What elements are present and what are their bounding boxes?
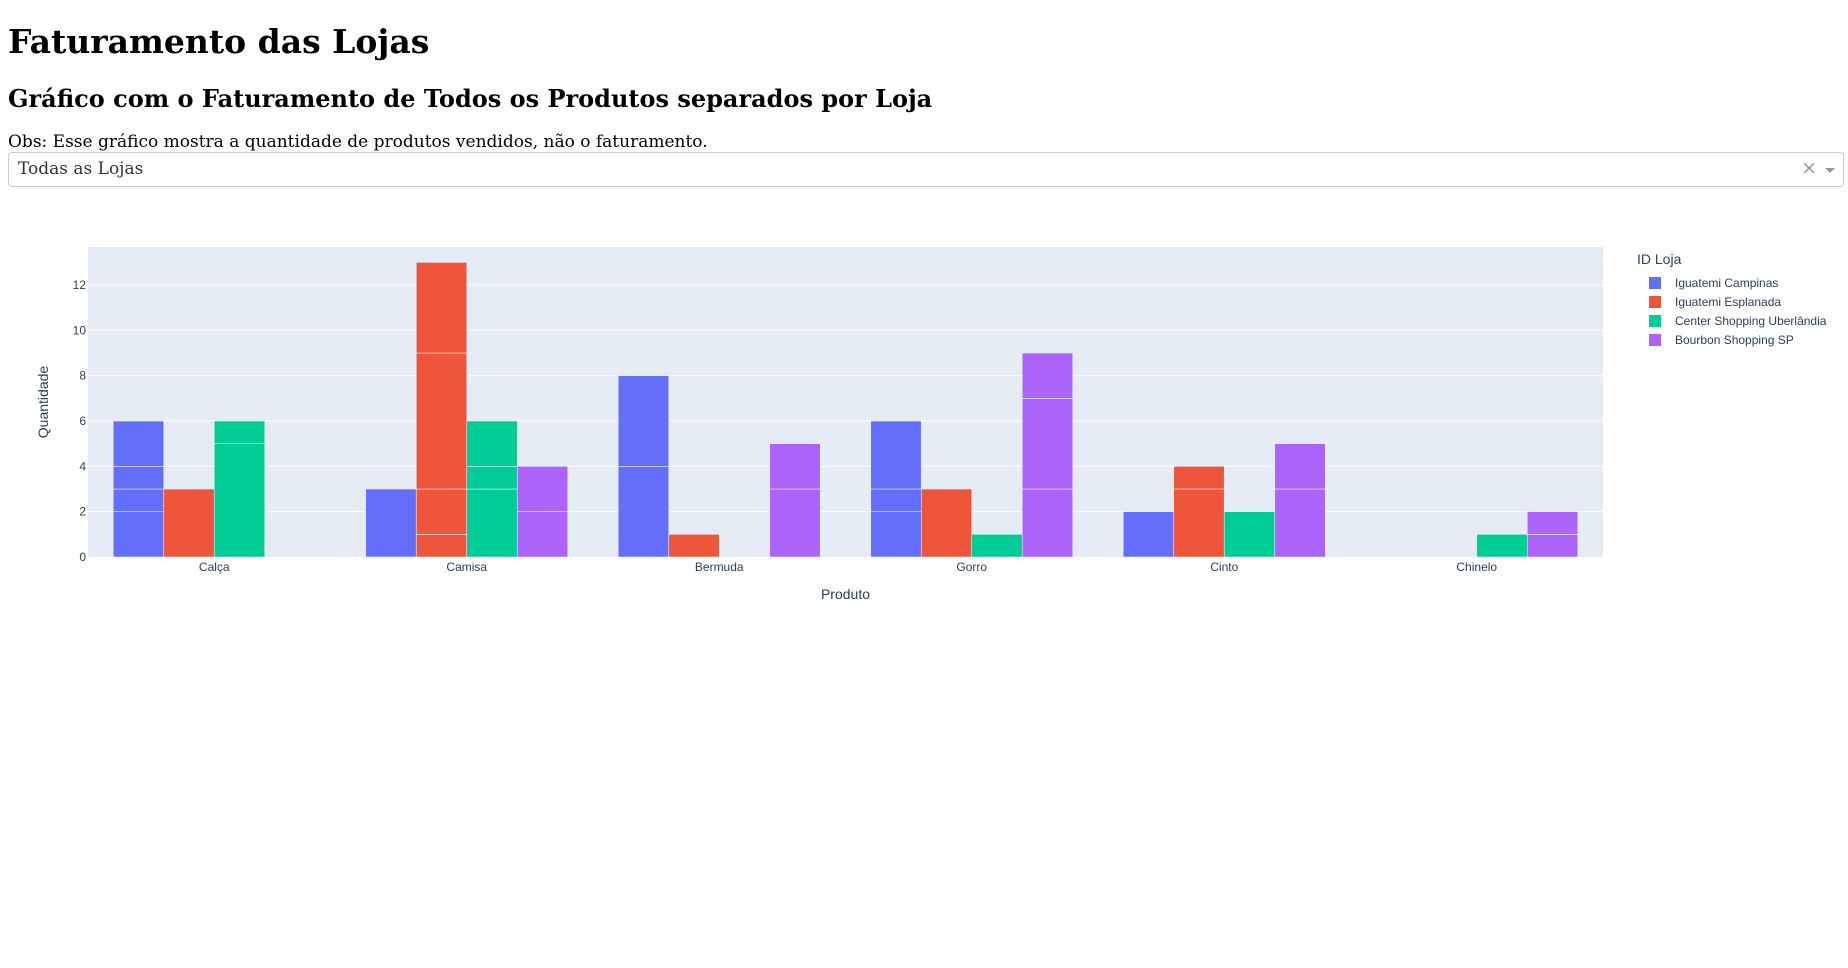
y-tick-label: 2 xyxy=(79,505,86,519)
bar-segment[interactable] xyxy=(516,511,569,558)
chart-note: Obs: Esse gráfico mostra a quantidade de… xyxy=(8,132,708,152)
bar-segment[interactable] xyxy=(1476,534,1528,558)
legend-title: ID Loja xyxy=(1637,251,1682,267)
bar-segment[interactable] xyxy=(112,511,165,558)
x-tick-label: Chinelo xyxy=(1456,560,1497,574)
bar-segment[interactable] xyxy=(466,466,518,490)
bar-segment[interactable] xyxy=(415,534,468,558)
clear-icon[interactable]: × xyxy=(1801,157,1817,179)
y-tick-label: 12 xyxy=(73,278,87,292)
bar-segment[interactable] xyxy=(870,511,922,558)
plot-background xyxy=(88,247,1603,557)
bar-chart: 0 2 4 6 8 10 12 Calça Camisa Bermuda Gorro Cinto Chi… xyxy=(35,247,1827,602)
bar-segment[interactable] xyxy=(769,488,821,558)
chevron-down-icon[interactable] xyxy=(1825,168,1835,173)
bar-segment[interactable] xyxy=(213,420,266,444)
bar-segment[interactable] xyxy=(1274,443,1326,490)
page-subtitle: Gráfico com o Faturamento de Todos os Pr… xyxy=(8,84,933,113)
bar-segment[interactable] xyxy=(1021,398,1074,490)
bar-segment[interactable] xyxy=(1021,352,1074,399)
legend-label: Iguatemi Campinas xyxy=(1675,276,1778,290)
legend-item[interactable]: Iguatemi Campinas xyxy=(1649,276,1778,290)
bar-segment[interactable] xyxy=(112,466,165,490)
bar-segment[interactable] xyxy=(1021,488,1074,558)
store-filter-value: Todas as Lojas xyxy=(18,159,144,179)
bar-segment[interactable] xyxy=(1122,511,1175,558)
bar-segment[interactable] xyxy=(466,420,518,467)
bar-segment[interactable] xyxy=(415,352,468,490)
y-tick-label: 6 xyxy=(79,414,86,428)
legend-label: Center Shopping Uberlândia xyxy=(1675,314,1827,328)
legend-item[interactable]: Bourbon Shopping SP xyxy=(1649,333,1794,347)
bar-segment[interactable] xyxy=(415,262,468,354)
legend-swatch xyxy=(1649,296,1661,308)
bar-segment[interactable] xyxy=(1526,511,1579,535)
x-tick-label: Bermuda xyxy=(695,560,744,574)
page-title: Faturamento das Lojas xyxy=(8,22,430,61)
store-filter-dropdown[interactable]: Todas as Lojas × xyxy=(8,152,1844,187)
page: Faturamento das Lojas Gráfico com o Fatu… xyxy=(8,0,1844,187)
bar-segment[interactable] xyxy=(112,488,165,512)
legend-item[interactable]: Iguatemi Esplanada xyxy=(1649,295,1781,309)
y-tick-label: 4 xyxy=(79,459,86,473)
y-tick-label: 8 xyxy=(79,369,86,383)
x-tick-label: Cinto xyxy=(1210,560,1238,574)
x-tick-label: Gorro xyxy=(956,560,987,574)
bar-segment[interactable] xyxy=(1173,466,1225,490)
bar-segment[interactable] xyxy=(213,443,266,558)
bar-segment[interactable] xyxy=(971,534,1023,558)
legend-label: Iguatemi Esplanada xyxy=(1675,295,1781,309)
bar-segment[interactable] xyxy=(1274,488,1326,558)
bar-segment[interactable] xyxy=(1173,488,1225,558)
bar-segment[interactable] xyxy=(516,466,569,512)
bar-segment[interactable] xyxy=(870,420,922,490)
bar-segment[interactable] xyxy=(617,375,670,467)
bar-segment[interactable] xyxy=(365,488,417,558)
x-tick-label: Camisa xyxy=(446,560,487,574)
bar-segment[interactable] xyxy=(1223,511,1276,558)
legend-swatch xyxy=(1649,277,1661,289)
bar-segment[interactable] xyxy=(466,488,518,558)
legend-swatch xyxy=(1649,315,1661,327)
bar-segment[interactable] xyxy=(617,466,670,558)
legend-label: Bourbon Shopping SP xyxy=(1675,333,1794,347)
y-tick-label: 10 xyxy=(73,323,87,337)
bar-segment[interactable] xyxy=(112,420,165,467)
y-tick-label: 0 xyxy=(79,550,86,564)
bar-segment[interactable] xyxy=(668,534,720,558)
x-tick-label: Calça xyxy=(199,560,230,574)
bar-segment[interactable] xyxy=(920,488,973,558)
bar-segment[interactable] xyxy=(1526,534,1579,558)
bar-segment[interactable] xyxy=(415,488,468,535)
bar-segment[interactable] xyxy=(870,488,922,512)
bar-segment[interactable] xyxy=(769,443,821,490)
x-axis-title: Produto xyxy=(821,586,870,602)
legend-item[interactable]: Center Shopping Uberlândia xyxy=(1649,314,1827,328)
bar-segment[interactable] xyxy=(163,488,215,558)
y-axis-title: Quantidade xyxy=(35,366,51,439)
legend-swatch xyxy=(1649,334,1661,346)
